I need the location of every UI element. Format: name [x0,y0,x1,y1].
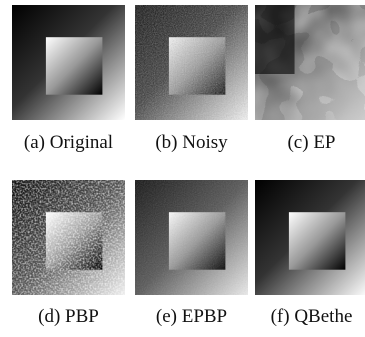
image-panel [255,180,365,295]
figure: (a) Original (b) Noisy (c) EP (d) PBP (e) EP… [0,0,365,337]
inner-square [46,37,103,94]
noise-overlay [135,5,248,120]
caption: (b) Noisy [155,132,228,153]
caption: (f) QBethe [271,306,353,327]
image-panel [12,180,125,295]
speckle-overlay [12,180,125,295]
image-panel [255,5,365,120]
caption: (e) EPBP [156,306,227,327]
caption: (a) Original [24,132,113,153]
inner-square [289,212,346,270]
caption: (c) EP [287,132,335,153]
image-shadow [255,5,295,74]
image-panel [135,5,248,120]
caption: (d) PBP [38,306,99,327]
noise-overlay [135,180,248,295]
image-panel [12,5,125,120]
image-panel [135,180,248,295]
